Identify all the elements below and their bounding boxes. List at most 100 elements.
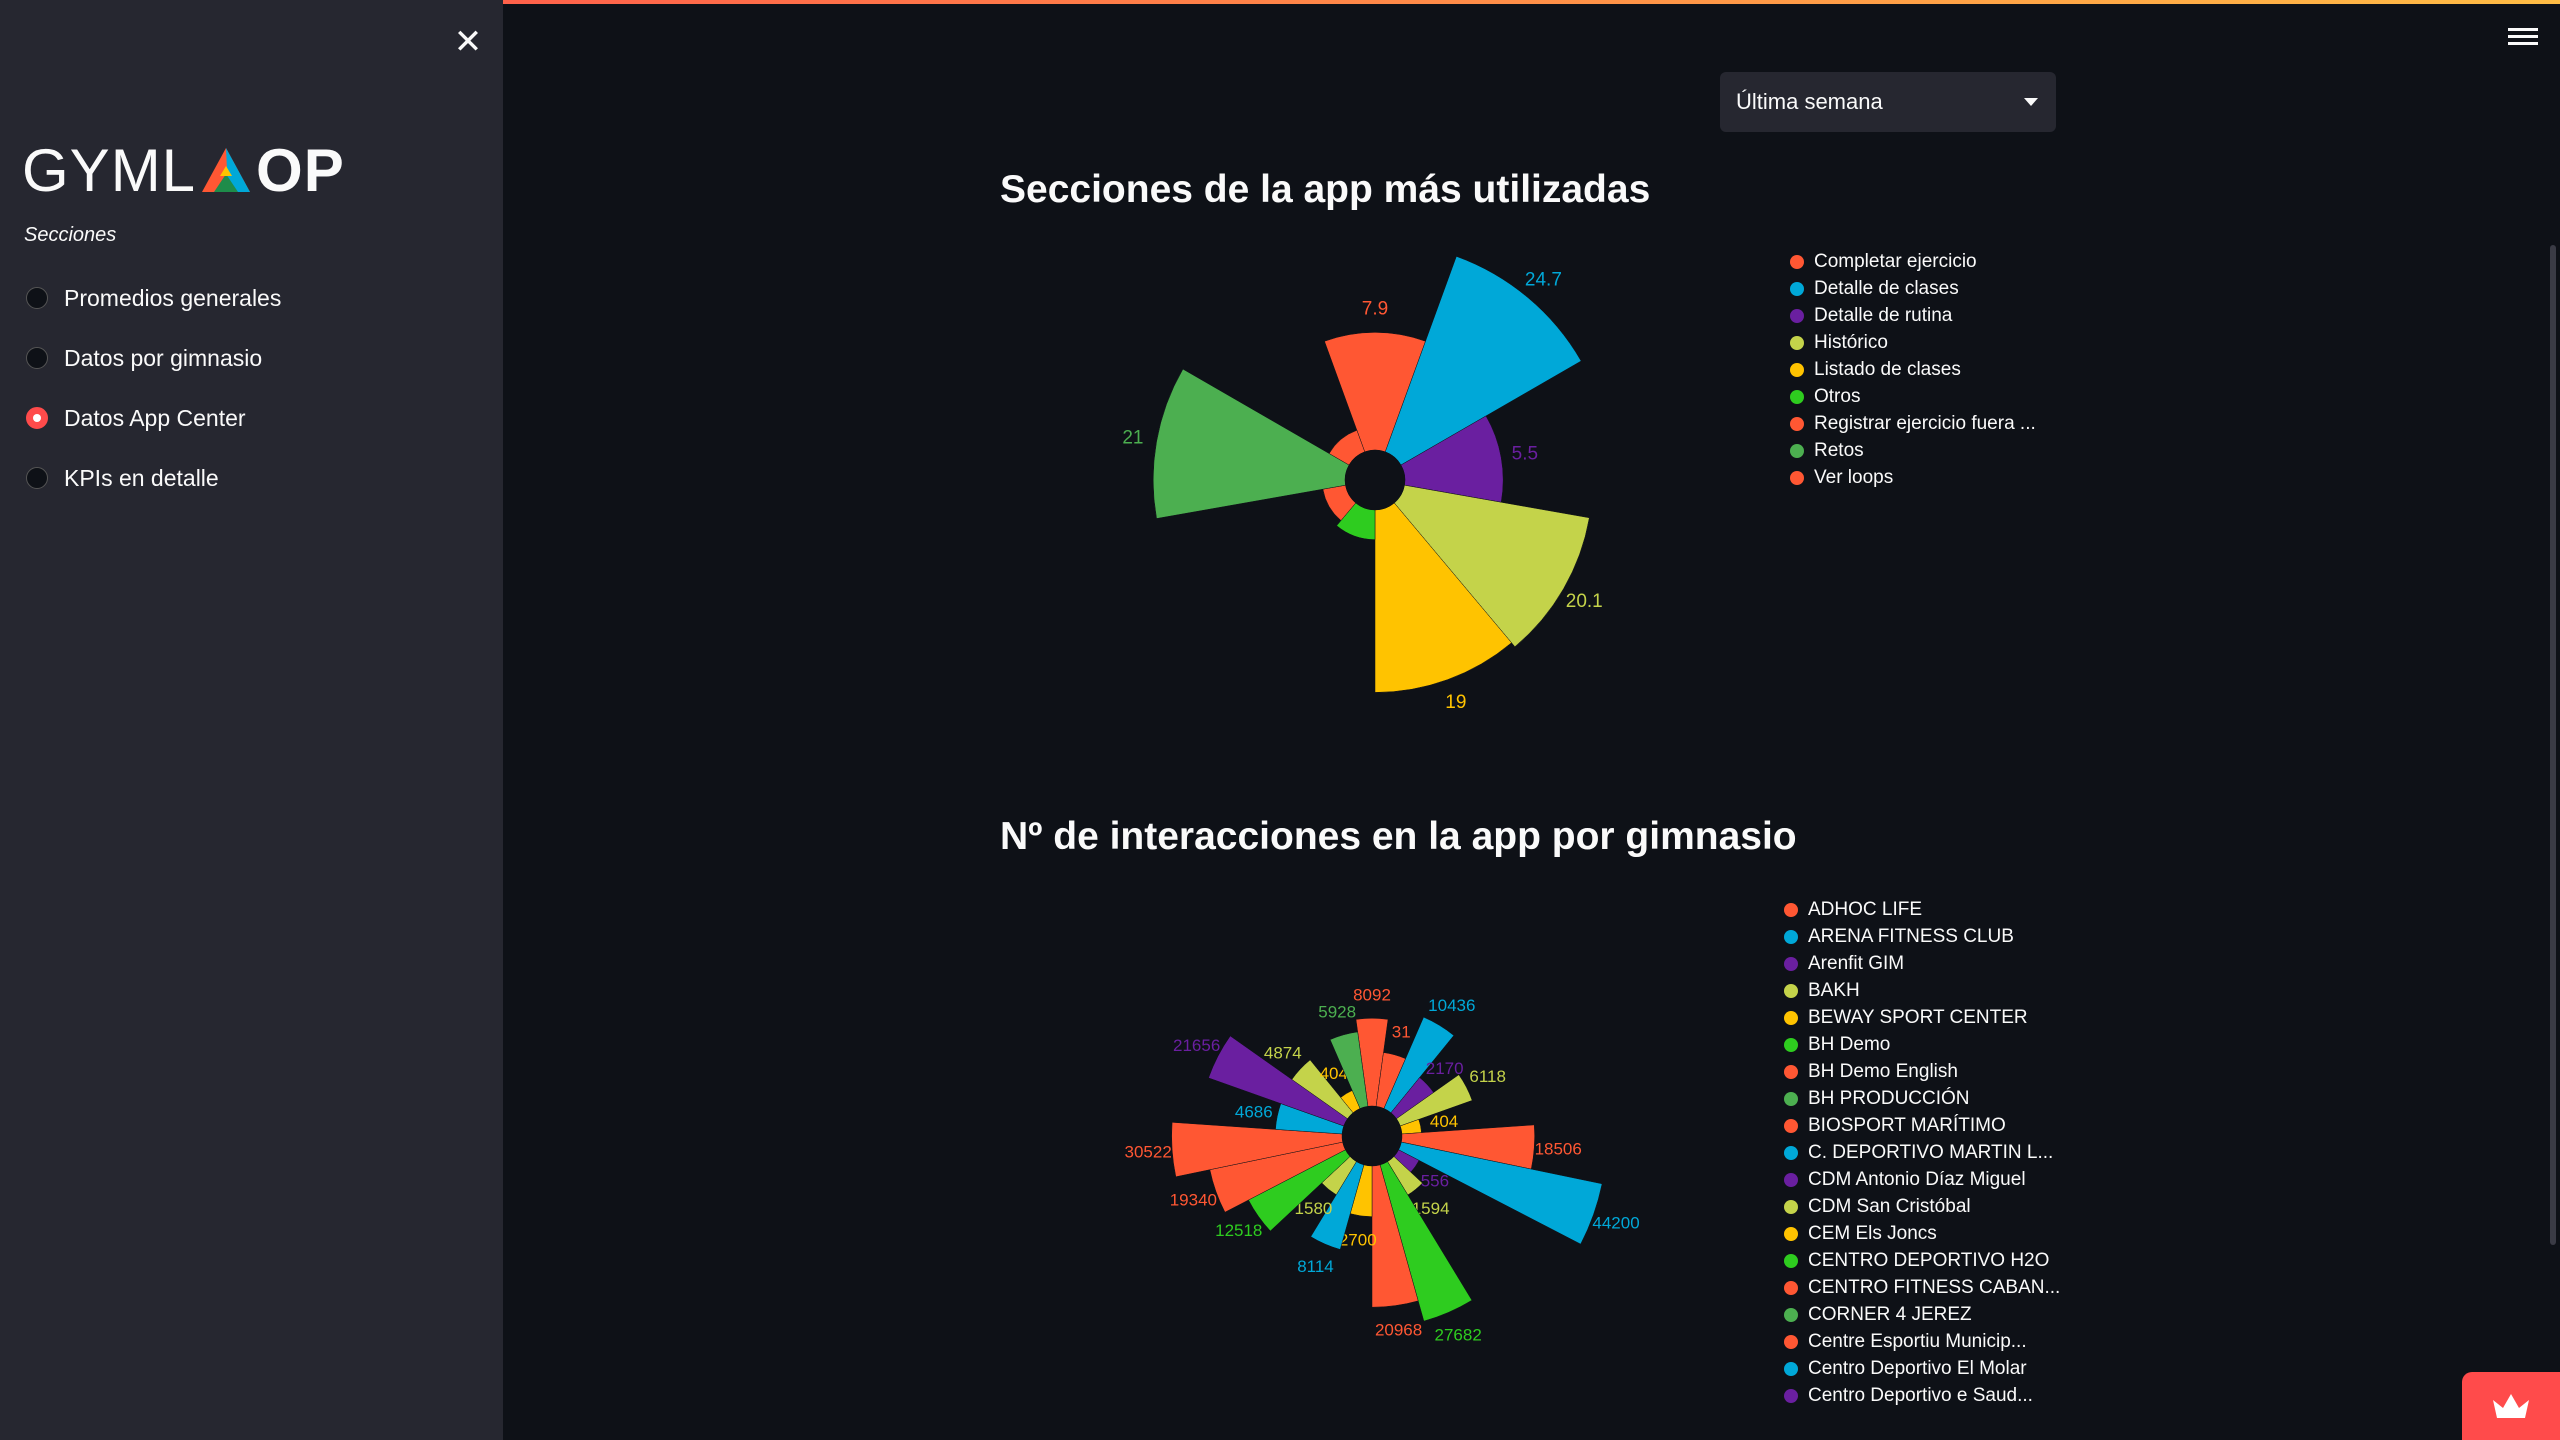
legend-swatch bbox=[1784, 1280, 1798, 1295]
radio-datos-por-gimnasio[interactable]: Datos por gimnasio bbox=[26, 328, 281, 388]
radio-label: Promedios generales bbox=[64, 284, 282, 311]
legend-item[interactable]: BAKH bbox=[1784, 977, 2060, 1004]
bar-value-label: 21656 bbox=[1173, 1036, 1220, 1055]
bar-value-label: 8114 bbox=[1297, 1257, 1334, 1276]
bar-value-label: 1594 bbox=[1412, 1199, 1450, 1218]
bar-value-label: 19 bbox=[1445, 692, 1466, 713]
gymloop-logo: GYML OP bbox=[22, 137, 345, 204]
legend-item[interactable]: ADHOC LIFE bbox=[1784, 896, 2060, 923]
legend-item[interactable]: CEM Els Joncs bbox=[1784, 1220, 2060, 1247]
bar-value-label: 556 bbox=[1421, 1171, 1449, 1190]
legend-item[interactable]: Centre Esportiu Municip... bbox=[1784, 1328, 2060, 1355]
bar-value-label: 12518 bbox=[1215, 1221, 1262, 1240]
legend-label: Otros bbox=[1814, 385, 1861, 407]
legend-item[interactable]: CENTRO FITNESS CABAN... bbox=[1784, 1274, 2060, 1301]
legend-swatch bbox=[1784, 1091, 1798, 1106]
bar-value-label: 2170 bbox=[1426, 1059, 1464, 1078]
polar-bar[interactable] bbox=[1336, 502, 1376, 540]
bar-value-label: 5928 bbox=[1318, 1003, 1356, 1022]
polar-bar[interactable] bbox=[1328, 429, 1366, 466]
legend-item[interactable]: Detalle de rutina bbox=[1790, 302, 2036, 329]
legend-item[interactable]: ARENA FITNESS CLUB bbox=[1784, 923, 2060, 950]
legend-item[interactable]: Completar ejercicio bbox=[1790, 248, 2036, 275]
chevron-down-icon bbox=[2024, 98, 2038, 106]
legend-label: BEWAY SPORT CENTER bbox=[1808, 1006, 2028, 1028]
bar-value-label: 1580 bbox=[1295, 1199, 1333, 1218]
legend-item[interactable]: CORNER 4 JEREZ bbox=[1784, 1301, 2060, 1328]
legend-item[interactable]: BH Demo bbox=[1784, 1031, 2060, 1058]
polar-center-hole bbox=[1342, 1106, 1402, 1166]
legend-label: BH PRODUCCIÓN bbox=[1808, 1087, 1970, 1109]
bar-value-label: 19340 bbox=[1170, 1190, 1217, 1209]
legend-swatch bbox=[1784, 1361, 1798, 1376]
bar-value-label: 20968 bbox=[1375, 1320, 1422, 1339]
radio-button[interactable] bbox=[26, 287, 48, 309]
legend-item[interactable]: Arenfit GIM bbox=[1784, 950, 2060, 977]
legend-label: ARENA FITNESS CLUB bbox=[1808, 925, 2014, 947]
legend-swatch bbox=[1784, 983, 1798, 998]
legend-item[interactable]: C. DEPORTIVO MARTIN L... bbox=[1784, 1139, 2060, 1166]
legend-swatch bbox=[1784, 902, 1798, 917]
chart-title-sections: Secciones de la app más utilizadas bbox=[1000, 168, 1651, 211]
polar-bar[interactable] bbox=[1384, 256, 1582, 466]
period-select[interactable]: Última semana bbox=[1720, 72, 2056, 132]
legend-item[interactable]: Listado de clases bbox=[1790, 356, 2036, 383]
radio-button[interactable] bbox=[26, 467, 48, 489]
period-select-value: Última semana bbox=[1736, 89, 1883, 114]
interactions-legend: ADHOC LIFE ARENA FITNESS CLUB Arenfit GIM B… bbox=[1784, 896, 2060, 1409]
legend-label: Retos bbox=[1814, 439, 1864, 461]
legend-swatch bbox=[1784, 1253, 1798, 1268]
legend-item[interactable]: Histórico bbox=[1790, 329, 2036, 356]
sections-legend: Completar ejercicio Detalle de clases Deta… bbox=[1790, 248, 2036, 491]
sections-polar-chart: 7.9 24.7 5.5 20.1 19 21 bbox=[1122, 256, 1603, 713]
legend-label: ADHOC LIFE bbox=[1808, 898, 1923, 920]
bar-value-label: 8092 bbox=[1353, 985, 1391, 1004]
logo-text-left: GYML bbox=[22, 136, 197, 204]
legend-item[interactable]: CDM Antonio Díaz Miguel bbox=[1784, 1166, 2060, 1193]
legend-swatch bbox=[1790, 308, 1804, 323]
legend-item[interactable]: Ver loops bbox=[1790, 464, 2036, 491]
legend-item[interactable]: Detalle de clases bbox=[1790, 275, 2036, 302]
legend-item[interactable]: Registrar ejercicio fuera ... bbox=[1790, 410, 2036, 437]
legend-label: Centre Esportiu Municip... bbox=[1808, 1330, 2027, 1352]
bar-value-label: 24.7 bbox=[1525, 269, 1562, 290]
radio-promedios-generales[interactable]: Promedios generales bbox=[26, 268, 281, 328]
legend-swatch bbox=[1784, 1037, 1798, 1052]
logo-text-right: OP bbox=[256, 136, 345, 204]
legend-swatch bbox=[1790, 389, 1804, 404]
deploy-badge[interactable] bbox=[2462, 1372, 2560, 1440]
legend-item[interactable]: BEWAY SPORT CENTER bbox=[1784, 1004, 2060, 1031]
bar-value-label: 30522 bbox=[1125, 1142, 1172, 1161]
legend-swatch bbox=[1784, 1199, 1798, 1214]
legend-item[interactable]: Otros bbox=[1790, 383, 2036, 410]
legend-label: BH Demo English bbox=[1808, 1060, 1958, 1082]
bar-value-label: 4874 bbox=[1264, 1044, 1302, 1063]
legend-swatch bbox=[1784, 956, 1798, 971]
main-scrollbar[interactable] bbox=[2550, 245, 2556, 1245]
legend-item[interactable]: CDM San Cristóbal bbox=[1784, 1193, 2060, 1220]
legend-swatch bbox=[1790, 254, 1804, 269]
polar-bar[interactable] bbox=[1152, 368, 1350, 519]
legend-label: CEM Els Joncs bbox=[1808, 1222, 1937, 1244]
legend-label: BAKH bbox=[1808, 979, 1860, 1001]
legend-item[interactable]: BH Demo English bbox=[1784, 1058, 2060, 1085]
legend-label: Centro Deportivo El Molar bbox=[1808, 1357, 2027, 1379]
legend-item[interactable]: Centro Deportivo e Saud... bbox=[1784, 1382, 2060, 1409]
legend-item[interactable]: BH PRODUCCIÓN bbox=[1784, 1085, 2060, 1112]
bar-value-label: 5.5 bbox=[1512, 444, 1538, 465]
radio-kpis-en-detalle[interactable]: KPIs en detalle bbox=[26, 448, 281, 508]
legend-item[interactable]: BIOSPORT MARÍTIMO bbox=[1784, 1112, 2060, 1139]
legend-item[interactable]: CENTRO DEPORTIVO H2O bbox=[1784, 1247, 2060, 1274]
legend-swatch bbox=[1784, 1226, 1798, 1241]
radio-datos-app-center[interactable]: Datos App Center bbox=[26, 388, 281, 448]
legend-label: BH Demo bbox=[1808, 1033, 1891, 1055]
radio-button-selected[interactable] bbox=[26, 407, 48, 429]
main-menu-button[interactable] bbox=[2508, 24, 2538, 52]
close-sidebar-button[interactable]: ✕ bbox=[448, 22, 488, 62]
legend-label: C. DEPORTIVO MARTIN L... bbox=[1808, 1141, 2054, 1163]
bar-value-label: 18506 bbox=[1535, 1140, 1582, 1159]
crown-icon bbox=[2493, 1394, 2529, 1418]
legend-item[interactable]: Retos bbox=[1790, 437, 2036, 464]
radio-button[interactable] bbox=[26, 347, 48, 369]
legend-item[interactable]: Centro Deportivo El Molar bbox=[1784, 1355, 2060, 1382]
